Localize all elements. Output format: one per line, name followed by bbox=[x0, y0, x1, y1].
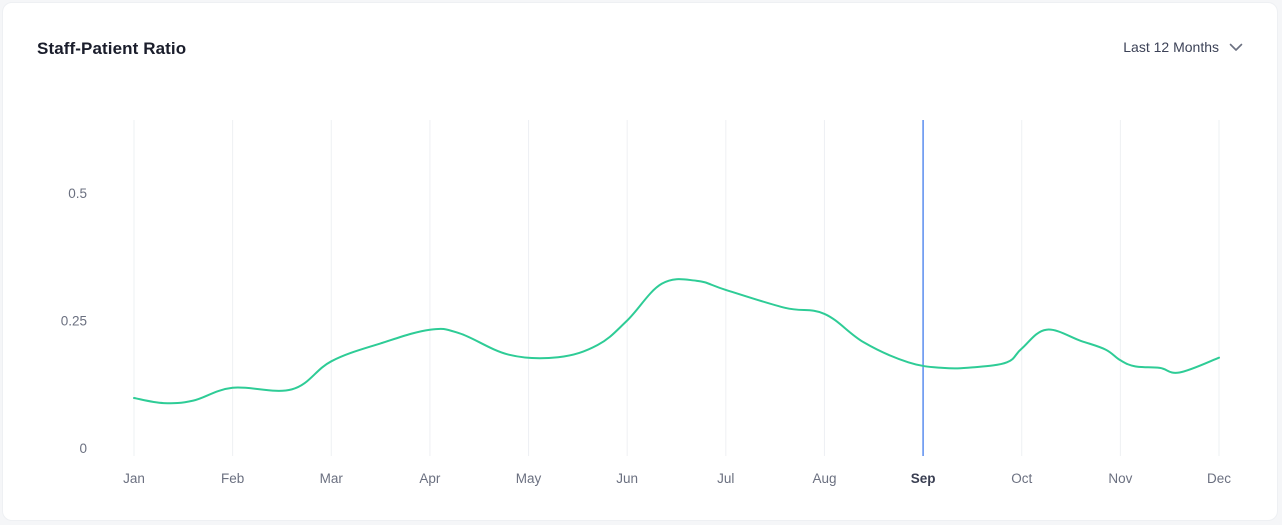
x-tick-label: Feb bbox=[221, 471, 244, 486]
x-tick-label: Oct bbox=[1011, 471, 1032, 486]
y-tick-label: 0.5 bbox=[68, 186, 87, 201]
x-tick-label: Sep bbox=[911, 471, 936, 486]
period-dropdown[interactable]: Last 12 Months bbox=[1123, 39, 1243, 55]
x-tick-label: May bbox=[516, 471, 542, 486]
x-tick-label: Apr bbox=[419, 471, 441, 486]
period-label: Last 12 Months bbox=[1123, 39, 1219, 55]
x-tick-label: Nov bbox=[1108, 471, 1132, 486]
chart-title: Staff-Patient Ratio bbox=[37, 39, 187, 58]
y-tick-label: 0.25 bbox=[61, 314, 87, 329]
x-tick-label: Dec bbox=[1207, 471, 1231, 486]
x-tick-label: Jul bbox=[717, 471, 734, 486]
y-tick-label: 0 bbox=[79, 441, 87, 456]
series-line bbox=[133, 278, 1220, 405]
x-tick-label: Mar bbox=[320, 471, 344, 486]
x-tick-label: Jan bbox=[123, 471, 145, 486]
chevron-down-icon bbox=[1229, 43, 1243, 52]
x-tick-label: Jun bbox=[616, 471, 638, 486]
x-tick-label: Aug bbox=[812, 471, 836, 486]
